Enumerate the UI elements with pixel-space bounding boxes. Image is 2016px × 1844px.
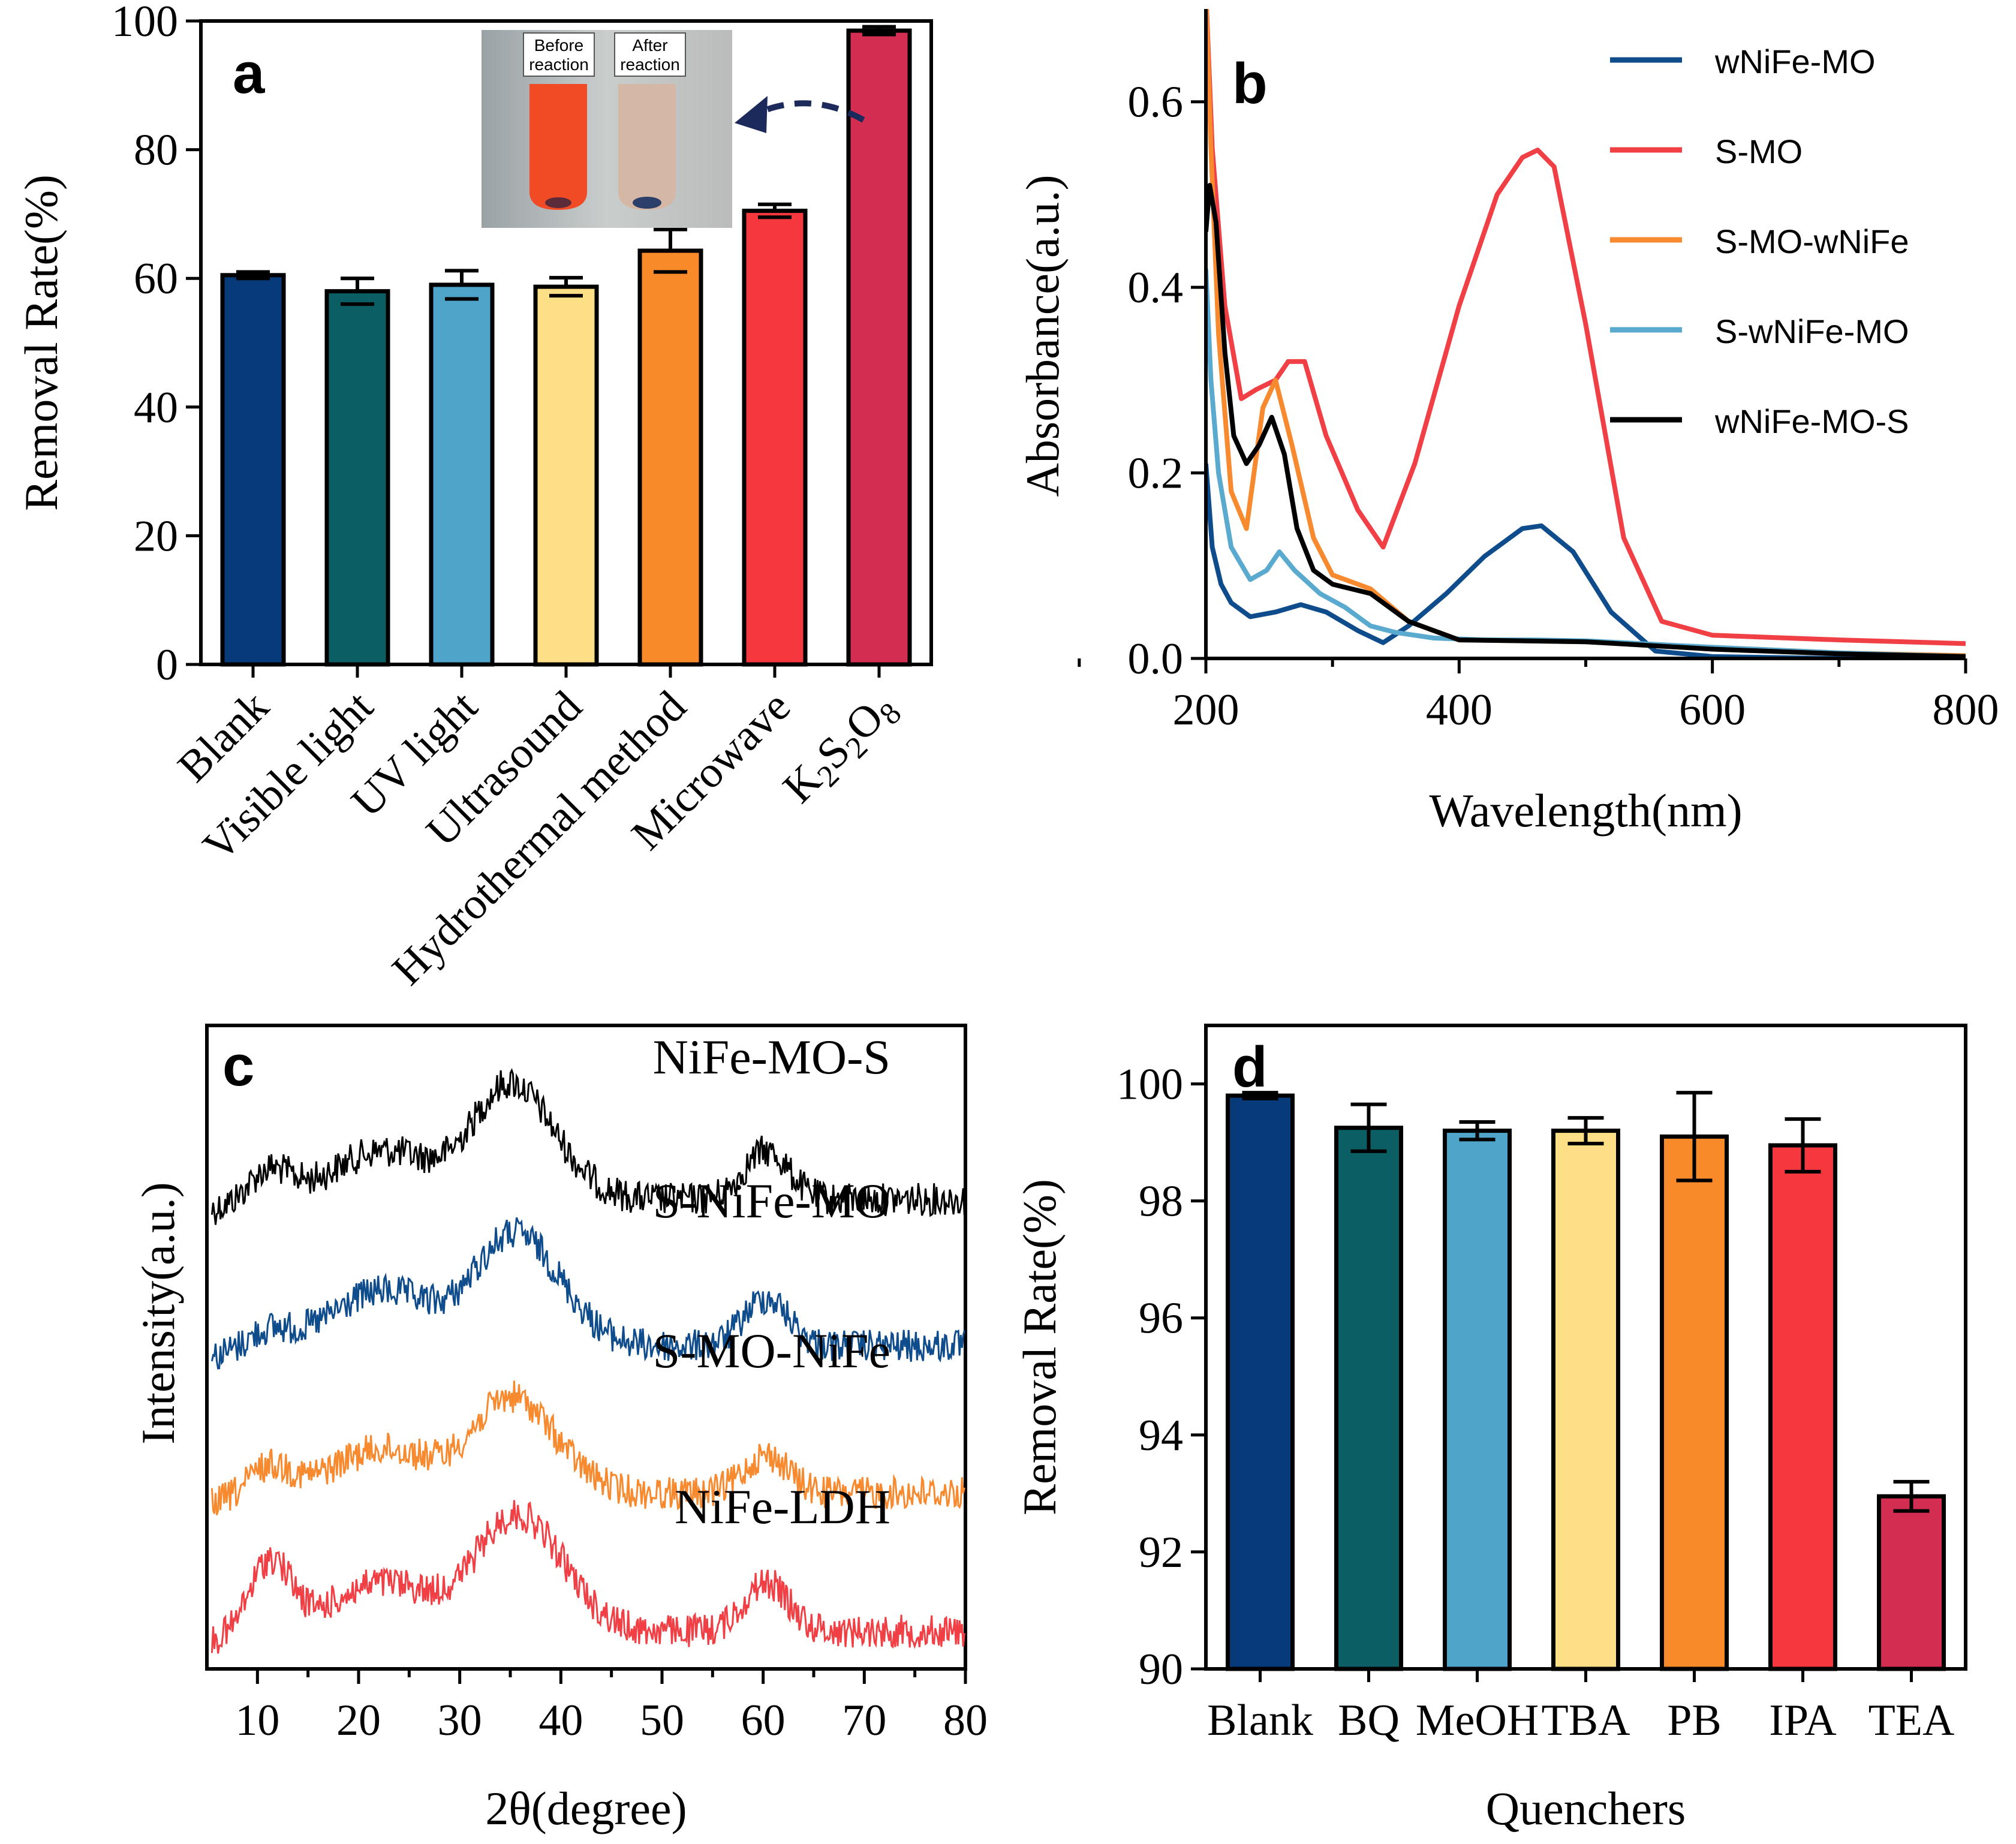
x-tick-label: 80 <box>943 1696 988 1745</box>
x-tick-label: 10 <box>235 1696 279 1745</box>
series-label: S-MO-NiFe <box>653 1323 890 1378</box>
legend-label: wNiFe-MO <box>1714 43 1876 80</box>
bar-blank <box>220 273 286 667</box>
bar-meoh <box>1443 1129 1512 1671</box>
y-tick-label: 60 <box>134 254 178 303</box>
y-tick-label: 0.0 <box>1128 634 1184 684</box>
y-tick-label: 0 <box>156 640 178 690</box>
bar-blank <box>1226 1093 1295 1671</box>
inset-label-after: reaction <box>620 55 680 74</box>
y-tick-label: 92 <box>1139 1528 1183 1577</box>
y-axis-label: Absorbance(a.u.) <box>1016 175 1069 497</box>
panel-label-d: d <box>1232 1035 1268 1099</box>
arrow-shaft <box>754 100 865 123</box>
series-line-wnife-mo <box>1206 463 1966 658</box>
y-tick-label: 98 <box>1139 1177 1183 1226</box>
panel-label-c: c <box>222 1034 254 1098</box>
bar-hydrothermal-method <box>637 248 703 667</box>
xrd-line-s-mo-nife <box>210 1380 965 1515</box>
bar-uv-light <box>429 282 495 667</box>
legend-label: S-wNiFe-MO <box>1715 312 1909 350</box>
x-tick-label: 600 <box>1679 685 1746 735</box>
bar-microwave <box>742 209 808 667</box>
y-tick-label: 90 <box>1139 1645 1183 1694</box>
vial-before-residue <box>545 197 571 208</box>
bar-tea <box>1877 1494 1946 1671</box>
bar-bq <box>1334 1126 1403 1671</box>
caption-box <box>614 32 686 77</box>
y-tick-label: 94 <box>1139 1411 1183 1460</box>
x-tick-label: 800 <box>1933 685 1999 735</box>
x-tick-label: 60 <box>741 1696 786 1745</box>
series-line-s-mo <box>1206 9 1966 646</box>
y-tick-label: 80 <box>134 126 178 175</box>
y-axis-label: Removal Rate(%) <box>15 175 67 511</box>
panel-c: 10 20 30 40 50 60 70 80 2θ(degree) Intensity(a.u.… <box>132 1024 988 1834</box>
y-tick-label: 100 <box>1117 1060 1183 1109</box>
vial-before <box>529 84 587 210</box>
x-tick-label: 40 <box>538 1696 583 1745</box>
y-tick-label: 0.2 <box>1128 449 1184 498</box>
series-label: S-NiFe-MO <box>653 1174 890 1228</box>
panel-label-a: a <box>233 41 265 106</box>
y-tick-label: 96 <box>1139 1294 1183 1343</box>
vial-after <box>618 84 676 210</box>
series-line-wnife-mo-s <box>1206 183 1966 658</box>
legend-label: S-MO-wNiFe <box>1715 222 1909 260</box>
inset-label-before: reaction <box>529 55 589 74</box>
x-tick-label: K2S2O8 <box>774 682 908 816</box>
inset-background <box>482 30 732 228</box>
panel-b: 0.0 0.2 0.4 0.6 200 400 600 800 Wavelength(nm) Ab… <box>1016 9 1999 837</box>
bar-tba <box>1551 1129 1620 1671</box>
x-axis-label: Wavelength(nm) <box>1429 784 1742 837</box>
x-axis-label: Quenchers <box>1486 1782 1686 1834</box>
xrd-line-s-nife-mo <box>210 1217 965 1370</box>
y-axis-label: Removal Rate(%) <box>1013 1179 1066 1515</box>
xrd-line-nife-ldh <box>210 1500 965 1654</box>
inset-label-after: After <box>632 36 667 55</box>
panel-label-b: b <box>1232 52 1268 116</box>
caption-box <box>523 32 595 77</box>
series-label: NiFe-LDH <box>675 1479 890 1534</box>
y-tick-label: 0.6 <box>1128 78 1184 127</box>
legend-label: S-MO <box>1715 133 1803 170</box>
bar-ultrasound <box>533 284 599 667</box>
y-tick-label: 40 <box>134 383 178 432</box>
x-tick-label: Blank <box>1207 1696 1313 1745</box>
inset-label-before: Before <box>534 36 584 55</box>
x-tick-label: TEA <box>1868 1696 1955 1745</box>
x-tick-label: IPA <box>1769 1696 1836 1745</box>
bar-k2s2o8 <box>846 28 912 667</box>
bar-ipa <box>1768 1143 1837 1671</box>
plot-frame <box>205 1024 967 1671</box>
y-tick-label: 20 <box>134 512 178 561</box>
bar-visible-light <box>324 289 390 667</box>
x-tick-label: TBA <box>1542 1696 1630 1745</box>
vial-after-residue <box>633 197 661 209</box>
x-tick-label: 200 <box>1173 685 1239 735</box>
y-tick-label: 0.4 <box>1128 263 1184 312</box>
x-tick-label: PB <box>1667 1696 1722 1745</box>
x-tick-label: MeOH <box>1416 1696 1539 1745</box>
legend-label: wNiFe-MO-S <box>1714 402 1909 440</box>
x-tick-label: 20 <box>336 1696 381 1745</box>
xrd-line-nife-mo-s <box>210 1068 965 1225</box>
x-tick-label: 50 <box>640 1696 684 1745</box>
bar-pb <box>1660 1134 1729 1671</box>
x-axis-label: 2θ(degree) <box>485 1782 687 1834</box>
y-axis-label: Intensity(a.u.) <box>132 1182 184 1445</box>
arrow-head <box>735 96 768 133</box>
x-tick-label: 400 <box>1426 685 1493 735</box>
x-tick-label: BQ <box>1338 1696 1400 1745</box>
x-tick-label: 70 <box>842 1696 886 1745</box>
series-label: NiFe-MO-S <box>653 1030 890 1084</box>
y-tick-label: 100 <box>112 0 178 46</box>
x-tick-label: 30 <box>438 1696 482 1745</box>
